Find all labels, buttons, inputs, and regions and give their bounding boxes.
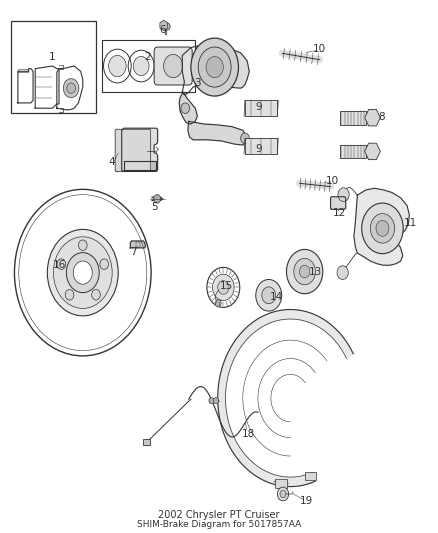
Text: 6: 6: [159, 25, 166, 35]
Circle shape: [371, 214, 395, 243]
Circle shape: [164, 54, 183, 78]
Polygon shape: [59, 65, 64, 69]
Bar: [275, 479, 287, 488]
Bar: [11, 21, 96, 114]
Bar: [245, 100, 277, 116]
Text: 4: 4: [109, 157, 115, 167]
Circle shape: [100, 259, 109, 269]
Polygon shape: [165, 29, 166, 35]
Polygon shape: [354, 188, 409, 265]
Polygon shape: [162, 27, 166, 29]
Circle shape: [294, 259, 315, 285]
Circle shape: [191, 38, 238, 96]
Circle shape: [47, 229, 118, 316]
Bar: [143, 439, 150, 446]
Bar: [305, 472, 316, 480]
Text: 8: 8: [378, 112, 385, 122]
Circle shape: [376, 221, 389, 236]
Circle shape: [262, 287, 276, 304]
Polygon shape: [115, 130, 151, 172]
Polygon shape: [331, 197, 346, 209]
Circle shape: [206, 56, 223, 78]
Polygon shape: [124, 161, 156, 171]
Circle shape: [218, 280, 229, 294]
Circle shape: [198, 47, 231, 87]
Polygon shape: [122, 128, 158, 172]
Circle shape: [164, 23, 170, 30]
Text: SHIM-Brake Diagram for 5017857AA: SHIM-Brake Diagram for 5017857AA: [137, 520, 301, 529]
Circle shape: [362, 203, 403, 254]
Circle shape: [277, 487, 289, 501]
Circle shape: [64, 79, 79, 98]
Circle shape: [66, 253, 99, 293]
Circle shape: [181, 103, 190, 114]
Circle shape: [53, 237, 112, 309]
Polygon shape: [57, 66, 83, 110]
Text: 13: 13: [308, 266, 321, 277]
Text: 18: 18: [242, 429, 255, 439]
Polygon shape: [218, 310, 353, 487]
Text: 1: 1: [49, 52, 56, 61]
Circle shape: [337, 266, 348, 279]
Text: 2002 Chrysler PT Cruiser: 2002 Chrysler PT Cruiser: [158, 510, 280, 520]
Text: 2: 2: [145, 52, 151, 61]
FancyBboxPatch shape: [154, 47, 192, 85]
Bar: [340, 111, 366, 125]
Circle shape: [67, 83, 75, 93]
Circle shape: [213, 398, 219, 404]
Bar: [102, 39, 195, 92]
Circle shape: [73, 261, 92, 284]
Polygon shape: [35, 66, 59, 108]
Polygon shape: [59, 108, 64, 112]
Text: 5: 5: [152, 202, 158, 212]
Circle shape: [286, 249, 323, 294]
Polygon shape: [209, 399, 219, 402]
Text: 7: 7: [130, 247, 137, 257]
Text: 15: 15: [220, 281, 233, 292]
Circle shape: [109, 55, 126, 77]
Text: 16: 16: [53, 260, 67, 270]
Text: 14: 14: [269, 292, 283, 302]
Circle shape: [256, 279, 282, 311]
Text: 12: 12: [332, 207, 346, 217]
Bar: [245, 138, 277, 154]
Circle shape: [300, 265, 310, 278]
Circle shape: [369, 147, 376, 156]
Text: 19: 19: [300, 496, 313, 506]
Polygon shape: [131, 241, 145, 248]
Circle shape: [65, 289, 74, 300]
Circle shape: [78, 240, 87, 251]
Circle shape: [92, 289, 100, 300]
Text: 9: 9: [255, 102, 262, 111]
Circle shape: [369, 113, 376, 123]
Circle shape: [338, 188, 349, 201]
Text: 11: 11: [403, 218, 417, 228]
Circle shape: [209, 398, 214, 404]
Circle shape: [240, 133, 249, 143]
Polygon shape: [152, 197, 163, 200]
Polygon shape: [182, 45, 249, 95]
Bar: [340, 144, 366, 158]
Polygon shape: [18, 69, 33, 103]
Circle shape: [280, 490, 286, 498]
Circle shape: [134, 56, 149, 76]
Circle shape: [212, 274, 234, 301]
Text: 10: 10: [326, 176, 339, 186]
Circle shape: [215, 300, 221, 307]
Polygon shape: [188, 122, 247, 145]
Text: 10: 10: [313, 44, 326, 54]
Text: 9: 9: [255, 144, 262, 154]
Circle shape: [57, 259, 66, 269]
Text: 3: 3: [194, 78, 201, 88]
Circle shape: [154, 195, 161, 203]
Polygon shape: [179, 92, 198, 124]
